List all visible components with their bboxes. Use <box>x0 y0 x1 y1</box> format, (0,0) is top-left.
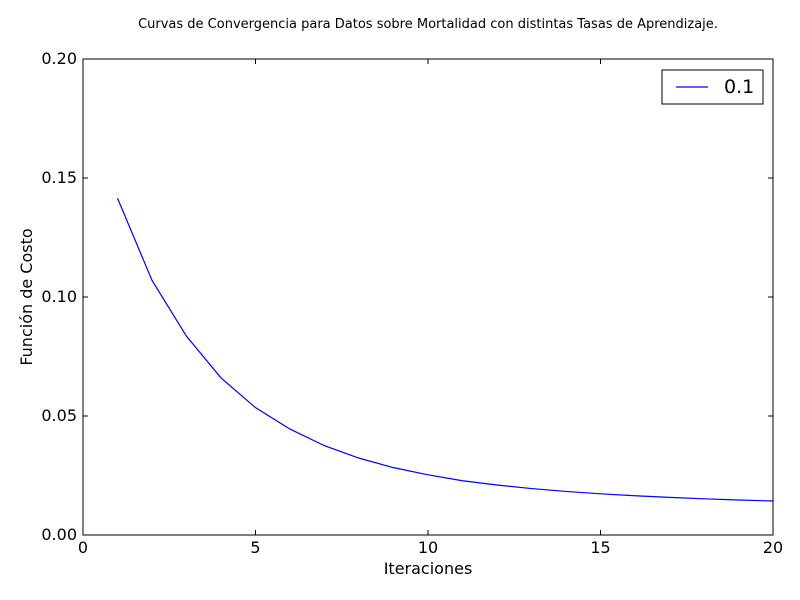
y-tick-label: 0.10 <box>41 287 77 306</box>
y-tick-label: 0.20 <box>41 49 77 68</box>
x-tick-label: 15 <box>590 538 610 557</box>
series-line-0.1 <box>116 197 774 502</box>
x-tick-label: 10 <box>418 538 438 557</box>
legend: 0.1 <box>661 69 764 105</box>
axis-ticks: 0 5 10 15 20 0.00 0.05 0.10 0.15 0.20 <box>41 49 783 557</box>
axes-frame <box>82 58 774 536</box>
x-axis-label: Iteraciones <box>384 559 473 578</box>
plot-area <box>116 197 774 502</box>
chart-title: Curvas de Convergencia para Datos sobre … <box>138 17 718 32</box>
y-tick-label: 0.00 <box>41 525 77 544</box>
x-tick-label: 20 <box>763 538 783 557</box>
x-tick-label: 5 <box>250 538 260 557</box>
legend-label: 0.1 <box>724 76 754 98</box>
x-tick-label: 0 <box>78 538 88 557</box>
y-axis-label: Función de Costo <box>17 228 36 365</box>
y-tick-label: 0.05 <box>41 406 77 425</box>
y-tick-label: 0.15 <box>41 168 77 187</box>
